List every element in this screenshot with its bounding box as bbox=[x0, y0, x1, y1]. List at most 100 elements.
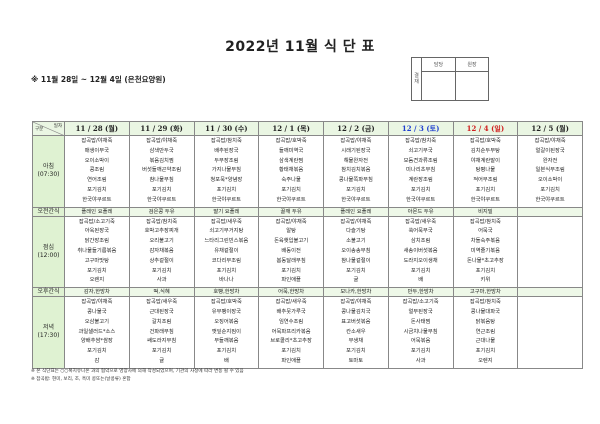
menu-item: 파인애플 bbox=[281, 357, 301, 364]
day-header: 11 / 28 (월) bbox=[64, 121, 130, 136]
menu-item: 한국야쿠르트 bbox=[406, 196, 436, 203]
snack-cell: 검은콩 두유 bbox=[128, 206, 195, 217]
menu-item: 호박고추장찌개 bbox=[144, 228, 179, 235]
menu-item: 잡곡밥/새우죽 bbox=[210, 218, 242, 225]
meal-time: (12:00) bbox=[37, 251, 60, 259]
menu-cell: 잡곡밥/야채죽 다슬기탕 소불고기 오이송송무침 참나물겉절이 포기김치 귤 bbox=[323, 215, 389, 289]
meal-name: 점심 bbox=[42, 243, 55, 251]
menu-item: 오삼불고기 bbox=[84, 318, 110, 325]
menu-item: 한국야쿠르트 bbox=[147, 196, 177, 203]
menu-item: 쑥어묵무국 bbox=[408, 228, 433, 235]
menu-item: 포기김치 bbox=[475, 186, 496, 193]
approval-sign-cell[interactable] bbox=[455, 71, 489, 101]
menu-item: 잡곡밥/야채죽 bbox=[340, 138, 372, 144]
menu-item: 잡곡밥/야채죽 bbox=[146, 138, 178, 144]
menu-item: 두부장조림 bbox=[214, 157, 239, 164]
menu-item: 시래기된장국 bbox=[341, 147, 371, 154]
menu-item: 포기김치 bbox=[346, 267, 366, 274]
menu-item: 깻잎순지짐이 bbox=[211, 328, 241, 335]
day-header: 12 / 4 (일) bbox=[452, 121, 519, 136]
menu-item: 닭볶음탕 bbox=[475, 318, 496, 325]
approval-label: 결재 bbox=[411, 57, 422, 101]
menu-cell bbox=[517, 296, 583, 369]
footnote: ※ 잡곡밥: 현미, 보리, 조, 흑미 콩또는(날콩류) 혼합 bbox=[31, 377, 131, 382]
menu-cell: 잡곡밥/참치죽 쇠고기무국 모둠견과류조림 미나리초무침 계란장조림 포기김치 한국야쿠르트 bbox=[387, 135, 454, 208]
menu-cell: 잡곡밥/참치죽 어묵국 차돌숙주볶음 미역줄기볶음 돈나물*초고추장 포기김치 키위 bbox=[452, 215, 519, 289]
snack-cell: 딸기 요플레 bbox=[193, 206, 260, 217]
menu-item: 연어조림 bbox=[87, 177, 107, 184]
menu-item: 해물완자전 bbox=[343, 157, 369, 164]
menu-item: 바나나 bbox=[219, 277, 234, 284]
menu-cell bbox=[517, 215, 583, 289]
menu-item: 포기김치 bbox=[87, 348, 107, 355]
menu-item: 포기김치 bbox=[540, 186, 560, 193]
snack-cell: 만두,한방차 bbox=[387, 287, 454, 298]
menu-item: 잡곡밥/야채죽 bbox=[340, 218, 372, 225]
menu-item: 고구마맛탕 bbox=[84, 257, 110, 264]
menu-cell: 잡곡밥/새우죽 쑥어묵무국 삼치조림 새송이버섯볶음 도라지오이생채 포기김치 배 bbox=[387, 215, 454, 289]
menu-item: 한국야쿠르트 bbox=[276, 196, 306, 203]
menu-item: 토마토 bbox=[348, 357, 364, 364]
menu-cell: 잡곡밥/소고기죽 얼무된장국 돈사태찜 시금치나물무침 어묵볶음 포기김치 사과 bbox=[387, 296, 454, 369]
menu-item: 미역줄기볶음 bbox=[470, 247, 500, 254]
menu-cell: 잡곡밥/야채죽 얼갈이된장국 완자전 일본식무조림 오이소박이 포기김치 한국야쿠르트 bbox=[517, 135, 583, 208]
menu-item: 잡곡밥/새우죽 bbox=[405, 218, 437, 225]
day-header: 12 / 2 (금) bbox=[323, 121, 389, 136]
menu-item: 계란장조림 bbox=[408, 177, 433, 184]
menu-item: 배 bbox=[418, 277, 424, 284]
menu-item: 들깨미역국 bbox=[278, 147, 304, 154]
approval-col-director: 원장 bbox=[455, 57, 489, 72]
menu-item: 콩나물대파국 bbox=[470, 308, 500, 315]
menu-item: 완자전 bbox=[542, 157, 558, 164]
menu-item: 잡곡밥/야채죽 bbox=[81, 138, 113, 144]
snack-cell bbox=[517, 287, 583, 298]
menu-item: 돈육햇입불고기 bbox=[274, 238, 309, 245]
menu-item: 포기김치 bbox=[410, 267, 431, 274]
menu-item: 한국야쿠르트 bbox=[535, 196, 565, 203]
menu-item: 포기김치 bbox=[281, 186, 301, 193]
menu-item: 잡곡밥/호박죽 bbox=[275, 138, 307, 144]
menu-item bbox=[518, 308, 582, 318]
menu-item: 포기김치 bbox=[151, 267, 172, 274]
menu-item: 오렌지 bbox=[478, 357, 493, 364]
menu-item: 잡곡밥/참치죽 bbox=[405, 138, 437, 144]
menu-item: 잡곡밥/참치죽 bbox=[210, 138, 242, 144]
menu-item: 건파래무침 bbox=[149, 328, 174, 335]
menu-item: 돈사태찜 bbox=[410, 318, 431, 325]
menu-item: 갈치조림 bbox=[151, 318, 172, 325]
menu-item: 유부팽이장국 bbox=[211, 308, 241, 315]
menu-item: 잡곡밥/야채죽 bbox=[534, 138, 566, 144]
menu-cell: 잡곡밥/참치죽 호박고추장찌개 오리불고기 감자채볶음 상추겉절이 포기김치 사과 bbox=[128, 215, 195, 289]
menu-item bbox=[518, 267, 582, 277]
menu-item: 포기김치 bbox=[216, 186, 237, 193]
menu-item: 배추된장국 bbox=[214, 147, 239, 154]
menu-item: 다슬기탕 bbox=[346, 228, 366, 235]
menu-item: 잡곡밥/호박죽 bbox=[469, 138, 501, 144]
date-range-subtitle: ※ 11월 28일 ~ 12월 4일 (은천요양원) bbox=[31, 75, 166, 84]
menu-item bbox=[518, 318, 582, 328]
menu-item bbox=[518, 347, 582, 357]
menu-item: 연근조림 bbox=[475, 328, 496, 335]
menu-item: 알탕 bbox=[286, 228, 296, 235]
footnote: ※ 본 식단표는 ○○복지유니온 과의 협약으로 영양사에 의해 작성되었으며,… bbox=[31, 369, 244, 374]
menu-item: 참나물무침 bbox=[149, 177, 174, 184]
menu-table: 일자 구분 11 / 28 (월) 11 / 29 (화) 11 / 30 (수) 12 … bbox=[32, 121, 583, 369]
am_snack-label: 오전간식 bbox=[32, 206, 65, 217]
menu-item: 표고버섯볶음 bbox=[341, 318, 371, 325]
menu-item: 한국야쿠르트 bbox=[82, 196, 112, 203]
menu-item: 돈나물*초고추장 bbox=[466, 257, 504, 264]
menu-item: 숙주나물 bbox=[281, 177, 301, 184]
menu-item: 브로콜리*초고추장 bbox=[270, 338, 312, 345]
snack-cell: 감자,한방차 bbox=[64, 287, 130, 298]
snack-cell: 플레인 요플레 bbox=[323, 206, 389, 217]
menu-item bbox=[518, 337, 582, 347]
menu-item: 느타리그린빈스볶음 bbox=[204, 238, 249, 245]
menu-item: 오렌지 bbox=[89, 277, 105, 284]
menu-cell: 잡곡밥/야채죽 알탕 돈육햇입불고기 배동이전 봄동달래무침 포기김치 파인애플 bbox=[258, 215, 324, 289]
menu-item: 포기김치 bbox=[475, 267, 496, 274]
approval-sign-cell[interactable] bbox=[421, 71, 456, 101]
menu-item bbox=[518, 247, 582, 257]
menu-item: 칸소새우 bbox=[346, 328, 366, 335]
menu-cell: 잡곡밥/새우죽 근대된장국 갈치조림 건파래무침 쌔도라지무침 포기김치 귤 bbox=[128, 296, 195, 369]
menu-item: 귤 bbox=[159, 357, 165, 364]
